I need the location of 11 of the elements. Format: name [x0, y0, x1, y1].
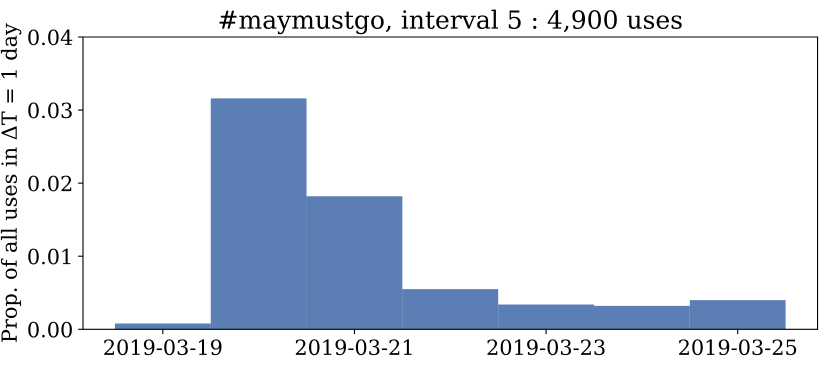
y-tick-label: 0.03	[28, 102, 72, 118]
y-tick-label: 0.00	[28, 322, 72, 338]
x-tick-label: 2019-03-19	[104, 339, 222, 356]
chart-title: #maymustgo, interval 5 : 4,900 uses	[219, 10, 682, 34]
y-tick-label: 0.04	[28, 29, 72, 46]
x-tick-label: 2019-03-23	[487, 339, 605, 356]
y-tick-label: 0.01	[28, 248, 70, 264]
x-tick-label: 2019-03-21	[296, 339, 412, 356]
y-tick-label: 0.02	[28, 176, 72, 192]
x-tick-label: 2019-03-25	[679, 339, 796, 356]
y-axis-title: Prop. of all uses in ΔT = 1 day	[0, 23, 22, 342]
